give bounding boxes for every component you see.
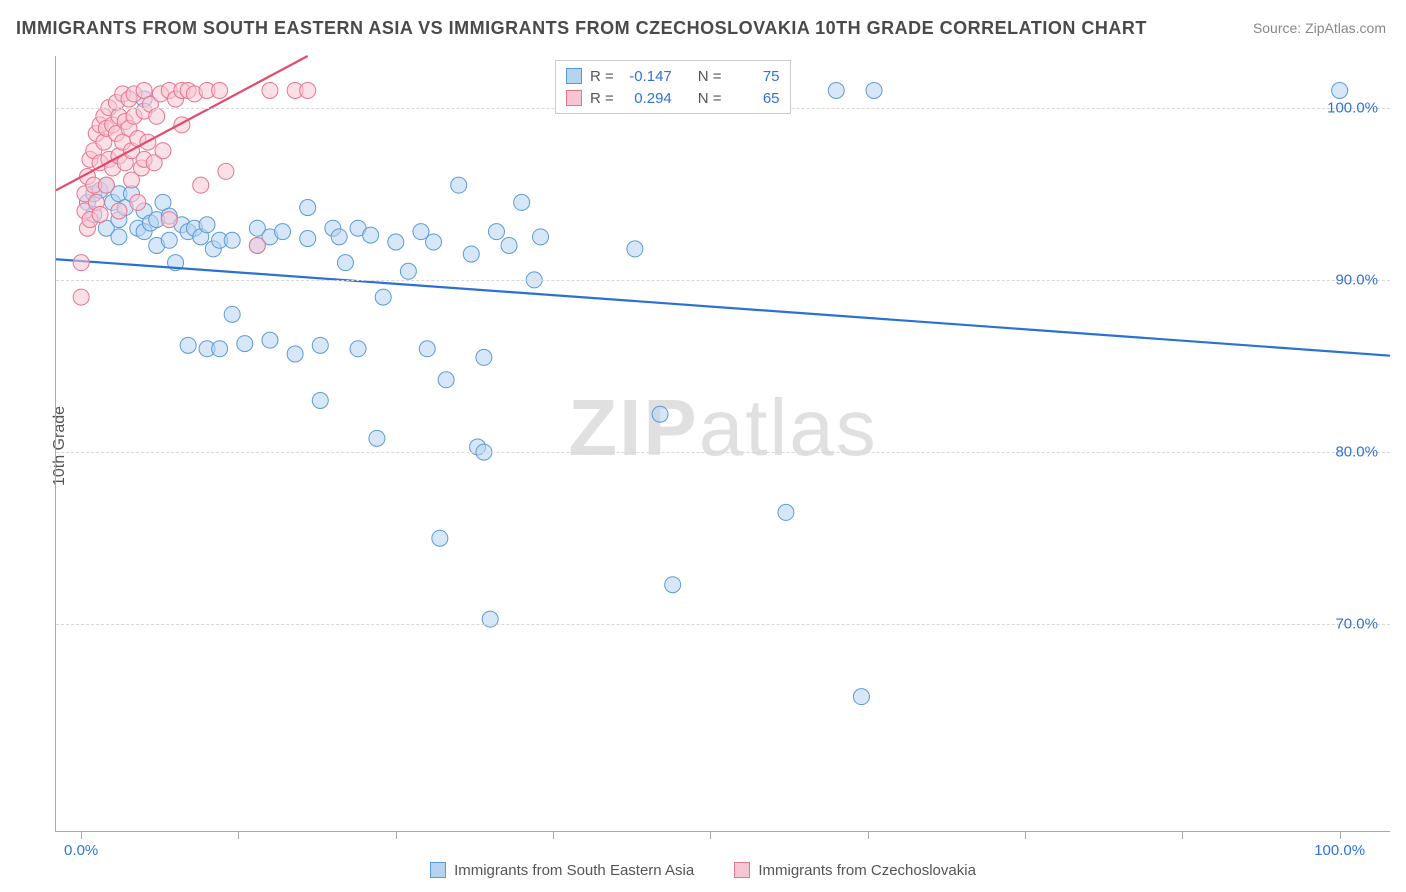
legend-series: Immigrants from South Eastern Asia Immig…: [0, 862, 1406, 883]
legend-row-series-1: R = -0.147 N = 75: [566, 65, 780, 87]
data-point: [778, 504, 794, 520]
data-point: [300, 200, 316, 216]
y-tick-label: 90.0%: [1335, 271, 1378, 288]
data-point: [463, 246, 479, 262]
data-point: [262, 82, 278, 98]
data-point: [853, 689, 869, 705]
legend-label-2: Immigrants from Czechoslovakia: [758, 862, 976, 879]
data-point: [476, 349, 492, 365]
swatch-series-1: [566, 68, 582, 84]
data-point: [331, 229, 347, 245]
data-point: [73, 255, 89, 271]
data-point: [652, 406, 668, 422]
y-tick-label: 70.0%: [1335, 616, 1378, 633]
data-point: [218, 163, 234, 179]
data-point: [212, 341, 228, 357]
data-point: [533, 229, 549, 245]
data-point: [375, 289, 391, 305]
data-point: [111, 203, 127, 219]
data-point: [161, 232, 177, 248]
data-point: [665, 577, 681, 593]
data-point: [275, 224, 291, 240]
legend-row-series-2: R = 0.294 N = 65: [566, 87, 780, 109]
n-value-2: 65: [730, 90, 780, 107]
legend-label-1: Immigrants from South Eastern Asia: [454, 862, 694, 879]
data-point: [180, 337, 196, 353]
data-point: [111, 229, 127, 245]
data-point: [426, 234, 442, 250]
data-point: [249, 237, 265, 253]
data-point: [300, 231, 316, 247]
plot-area: ZIPatlas 70.0%80.0%90.0%100.0%0.0%100.0%: [55, 56, 1390, 832]
data-point: [155, 143, 171, 159]
legend-correlation: R = -0.147 N = 75 R = 0.294 N = 65: [555, 60, 791, 114]
data-point: [212, 82, 228, 98]
r-value-1: -0.147: [622, 68, 672, 85]
data-point: [350, 341, 366, 357]
data-point: [419, 341, 435, 357]
data-point: [161, 212, 177, 228]
y-tick-label: 80.0%: [1335, 444, 1378, 461]
source-credit: Source: ZipAtlas.com: [1253, 20, 1386, 36]
r-value-2: 0.294: [622, 90, 672, 107]
data-point: [73, 289, 89, 305]
trend-line: [56, 259, 1390, 355]
data-point: [130, 194, 146, 210]
data-point: [193, 177, 209, 193]
legend-item-1: Immigrants from South Eastern Asia: [430, 862, 694, 879]
swatch-bottom-1: [430, 862, 446, 878]
legend-item-2: Immigrants from Czechoslovakia: [734, 862, 976, 879]
data-point: [312, 337, 328, 353]
scatter-plot-svg: [56, 56, 1390, 831]
data-point: [451, 177, 467, 193]
data-point: [98, 177, 114, 193]
data-point: [388, 234, 404, 250]
data-point: [312, 392, 328, 408]
data-point: [400, 263, 416, 279]
data-point: [149, 108, 165, 124]
swatch-bottom-2: [734, 862, 750, 878]
data-point: [237, 336, 253, 352]
data-point: [1332, 82, 1348, 98]
data-point: [432, 530, 448, 546]
data-point: [300, 82, 316, 98]
data-point: [866, 82, 882, 98]
data-point: [369, 430, 385, 446]
data-point: [501, 237, 517, 253]
data-point: [287, 346, 303, 362]
y-tick-label: 100.0%: [1327, 99, 1378, 116]
data-point: [627, 241, 643, 257]
x-tick-label: 100.0%: [1314, 842, 1365, 859]
data-point: [262, 332, 278, 348]
data-point: [488, 224, 504, 240]
data-point: [514, 194, 530, 210]
chart-title: IMMIGRANTS FROM SOUTH EASTERN ASIA VS IM…: [16, 18, 1147, 39]
data-point: [224, 232, 240, 248]
data-point: [363, 227, 379, 243]
data-point: [199, 217, 215, 233]
data-point: [337, 255, 353, 271]
data-point: [438, 372, 454, 388]
x-tick-label: 0.0%: [64, 842, 98, 859]
data-point: [224, 306, 240, 322]
n-value-1: 75: [730, 68, 780, 85]
data-point: [828, 82, 844, 98]
data-point: [92, 206, 108, 222]
swatch-series-2: [566, 90, 582, 106]
